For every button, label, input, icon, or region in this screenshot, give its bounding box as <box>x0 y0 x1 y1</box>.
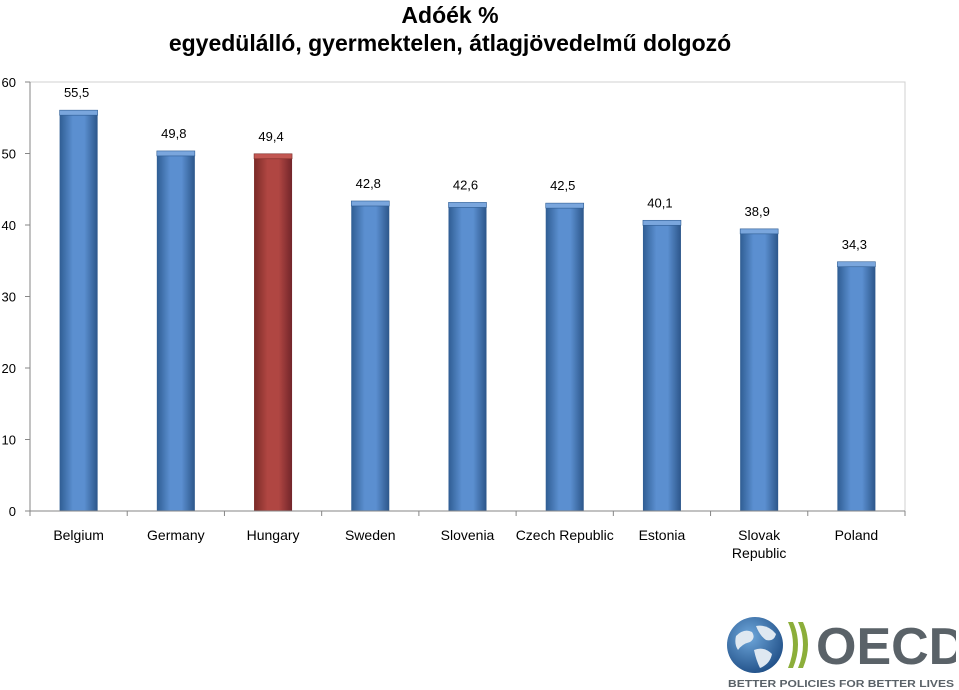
x-tick-label: Sweden <box>345 527 396 543</box>
bar-top-cap <box>642 219 682 226</box>
y-tick-label: 0 <box>9 504 16 519</box>
data-label: 49,4 <box>258 129 283 144</box>
chevrons-icon <box>788 622 808 668</box>
data-label: 55,5 <box>64 85 89 100</box>
chart-subtitle: egyedülálló, gyermektelen, átlagjövedelm… <box>168 30 732 56</box>
bar-top-cap <box>350 200 390 207</box>
bar <box>545 207 584 511</box>
bar <box>448 206 487 511</box>
bar-germany: 49,8 <box>156 126 196 511</box>
bar <box>351 204 390 512</box>
bar-estonia: 40,1 <box>642 195 682 511</box>
data-label: 40,1 <box>647 195 672 210</box>
bar <box>59 114 98 512</box>
bar-top-cap <box>156 150 196 157</box>
oecd-tagline: BETTER POLICIES FOR BETTER LIVES <box>728 678 954 690</box>
x-tick-label: Germany <box>147 527 205 543</box>
data-label: 38,9 <box>745 204 770 219</box>
x-tick-label: Estonia <box>639 527 686 543</box>
y-tick-label: 20 <box>2 361 16 376</box>
x-tick-label: Slovenia <box>441 527 495 543</box>
bar-top-cap <box>739 228 779 235</box>
bar-slovak-republic: 38,9 <box>739 204 779 512</box>
y-tick-label: 10 <box>2 433 16 448</box>
x-tick-label: Poland <box>835 527 879 543</box>
oecd-logo: OECD BETTER POLICIES FOR BETTER LIVES <box>727 617 956 690</box>
bar-czech-republic: 42,5 <box>545 178 585 511</box>
bar <box>642 224 681 511</box>
bar-top-cap <box>253 153 293 160</box>
bar <box>156 154 195 511</box>
x-tick-label: Belgium <box>53 527 104 543</box>
data-label: 42,5 <box>550 178 575 193</box>
bar <box>740 232 779 512</box>
x-tick-label: Slovak <box>738 527 781 543</box>
data-label: 42,8 <box>356 176 381 191</box>
data-label: 42,6 <box>453 177 478 192</box>
bar-poland: 34,3 <box>837 237 876 511</box>
globe-icon <box>727 617 783 673</box>
bar-belgium: 55,5 <box>59 85 98 512</box>
x-tick-label: Republic <box>732 545 786 561</box>
chart-title: Adóék % <box>401 2 499 28</box>
bar-top-cap <box>59 109 98 116</box>
y-axis: 0 10 20 30 40 50 60 <box>2 75 31 519</box>
y-tick-label: 50 <box>2 147 16 162</box>
bar-top-cap <box>448 202 487 208</box>
bar-top-cap <box>837 261 876 268</box>
y-tick-label: 60 <box>2 75 16 90</box>
y-tick-label: 30 <box>2 290 16 305</box>
x-tick-label: Hungary <box>247 527 300 543</box>
y-tick-label: 40 <box>2 218 16 233</box>
oecd-wordmark: OECD <box>816 618 956 676</box>
bar <box>837 265 876 511</box>
data-label: 34,3 <box>842 237 867 252</box>
bar-chart: 0 10 20 30 40 50 60 55,5 49,8 49,4 42,8 42,6 42,5 40… <box>2 75 906 561</box>
bar-top-cap <box>545 202 585 209</box>
bar-sweden: 42,8 <box>350 176 390 512</box>
bars: 55,5 49,8 49,4 42,8 42,6 42,5 40,1 38,9 34,3 <box>59 85 876 512</box>
x-axis: Belgium Germany Hungary Sweden Slovenia Czech… <box>29 510 906 561</box>
bar-slovenia: 42,6 <box>448 177 487 511</box>
bar <box>254 157 293 512</box>
x-tick-label: Czech Republic <box>516 527 614 543</box>
bar-hungary: 49,4 <box>253 129 293 512</box>
data-label: 49,8 <box>161 126 186 141</box>
